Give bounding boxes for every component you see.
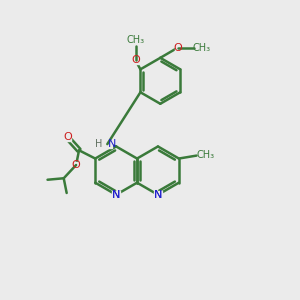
Bar <box>102 140 112 148</box>
Text: CH₃: CH₃ <box>127 35 145 45</box>
Text: H: H <box>94 139 102 149</box>
Bar <box>132 57 139 64</box>
Text: CH₃: CH₃ <box>196 150 214 160</box>
Text: CH₃: CH₃ <box>193 43 211 52</box>
Text: O: O <box>174 43 182 52</box>
Bar <box>112 191 120 198</box>
Text: O: O <box>72 160 80 170</box>
Text: N: N <box>112 190 120 200</box>
Text: N: N <box>154 190 162 200</box>
Bar <box>175 44 181 51</box>
Text: N: N <box>154 190 162 200</box>
Text: O: O <box>63 132 72 142</box>
Bar <box>73 162 79 168</box>
Bar <box>64 135 71 141</box>
Text: O: O <box>131 56 140 65</box>
Text: N: N <box>108 139 116 149</box>
Text: N: N <box>112 190 120 200</box>
Bar <box>154 191 162 198</box>
